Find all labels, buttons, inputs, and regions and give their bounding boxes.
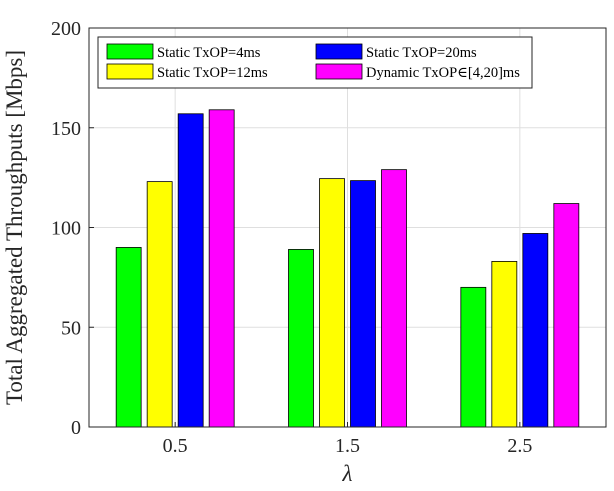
x-axis-label: λ bbox=[342, 461, 353, 486]
y-tick-label: 150 bbox=[51, 118, 81, 140]
x-tick-label: 0.5 bbox=[163, 435, 188, 457]
bar bbox=[288, 249, 314, 428]
bar bbox=[115, 247, 142, 428]
axis-ticks: 0 50 100 150 200 0.5 1.5 2.5 bbox=[51, 18, 532, 457]
legend-label: Dynamic TxOP∈[4,20]ms bbox=[366, 65, 520, 81]
legend-swatch bbox=[106, 43, 154, 60]
x-tick-label: 1.5 bbox=[335, 435, 360, 457]
bar bbox=[460, 286, 487, 428]
y-tick-label: 0 bbox=[71, 417, 81, 439]
bar bbox=[208, 109, 235, 428]
bars bbox=[115, 109, 580, 428]
legend: Static TxOP=4ms Static TxOP=12ms Static Tx… bbox=[97, 36, 533, 89]
bar bbox=[553, 203, 580, 428]
bar bbox=[381, 169, 407, 428]
legend-swatch bbox=[106, 63, 154, 80]
y-tick-label: 50 bbox=[61, 317, 81, 339]
bar bbox=[146, 181, 173, 428]
legend-swatch bbox=[315, 63, 363, 80]
legend-box bbox=[97, 36, 533, 89]
y-tick-label: 100 bbox=[51, 218, 81, 240]
bar bbox=[319, 178, 345, 428]
y-axis-label: Total Aggregated Throughputs [Mbps] bbox=[2, 50, 27, 405]
x-tick-label: 2.5 bbox=[507, 435, 532, 457]
bar bbox=[491, 261, 518, 428]
bar bbox=[350, 180, 376, 428]
bar bbox=[522, 233, 549, 428]
legend-label: Static TxOP=4ms bbox=[157, 45, 261, 61]
legend-label: Static TxOP=12ms bbox=[157, 65, 268, 81]
bar bbox=[177, 113, 204, 428]
legend-label: Static TxOP=20ms bbox=[366, 45, 477, 61]
legend-swatch bbox=[315, 43, 363, 60]
y-tick-label: 200 bbox=[51, 18, 81, 40]
